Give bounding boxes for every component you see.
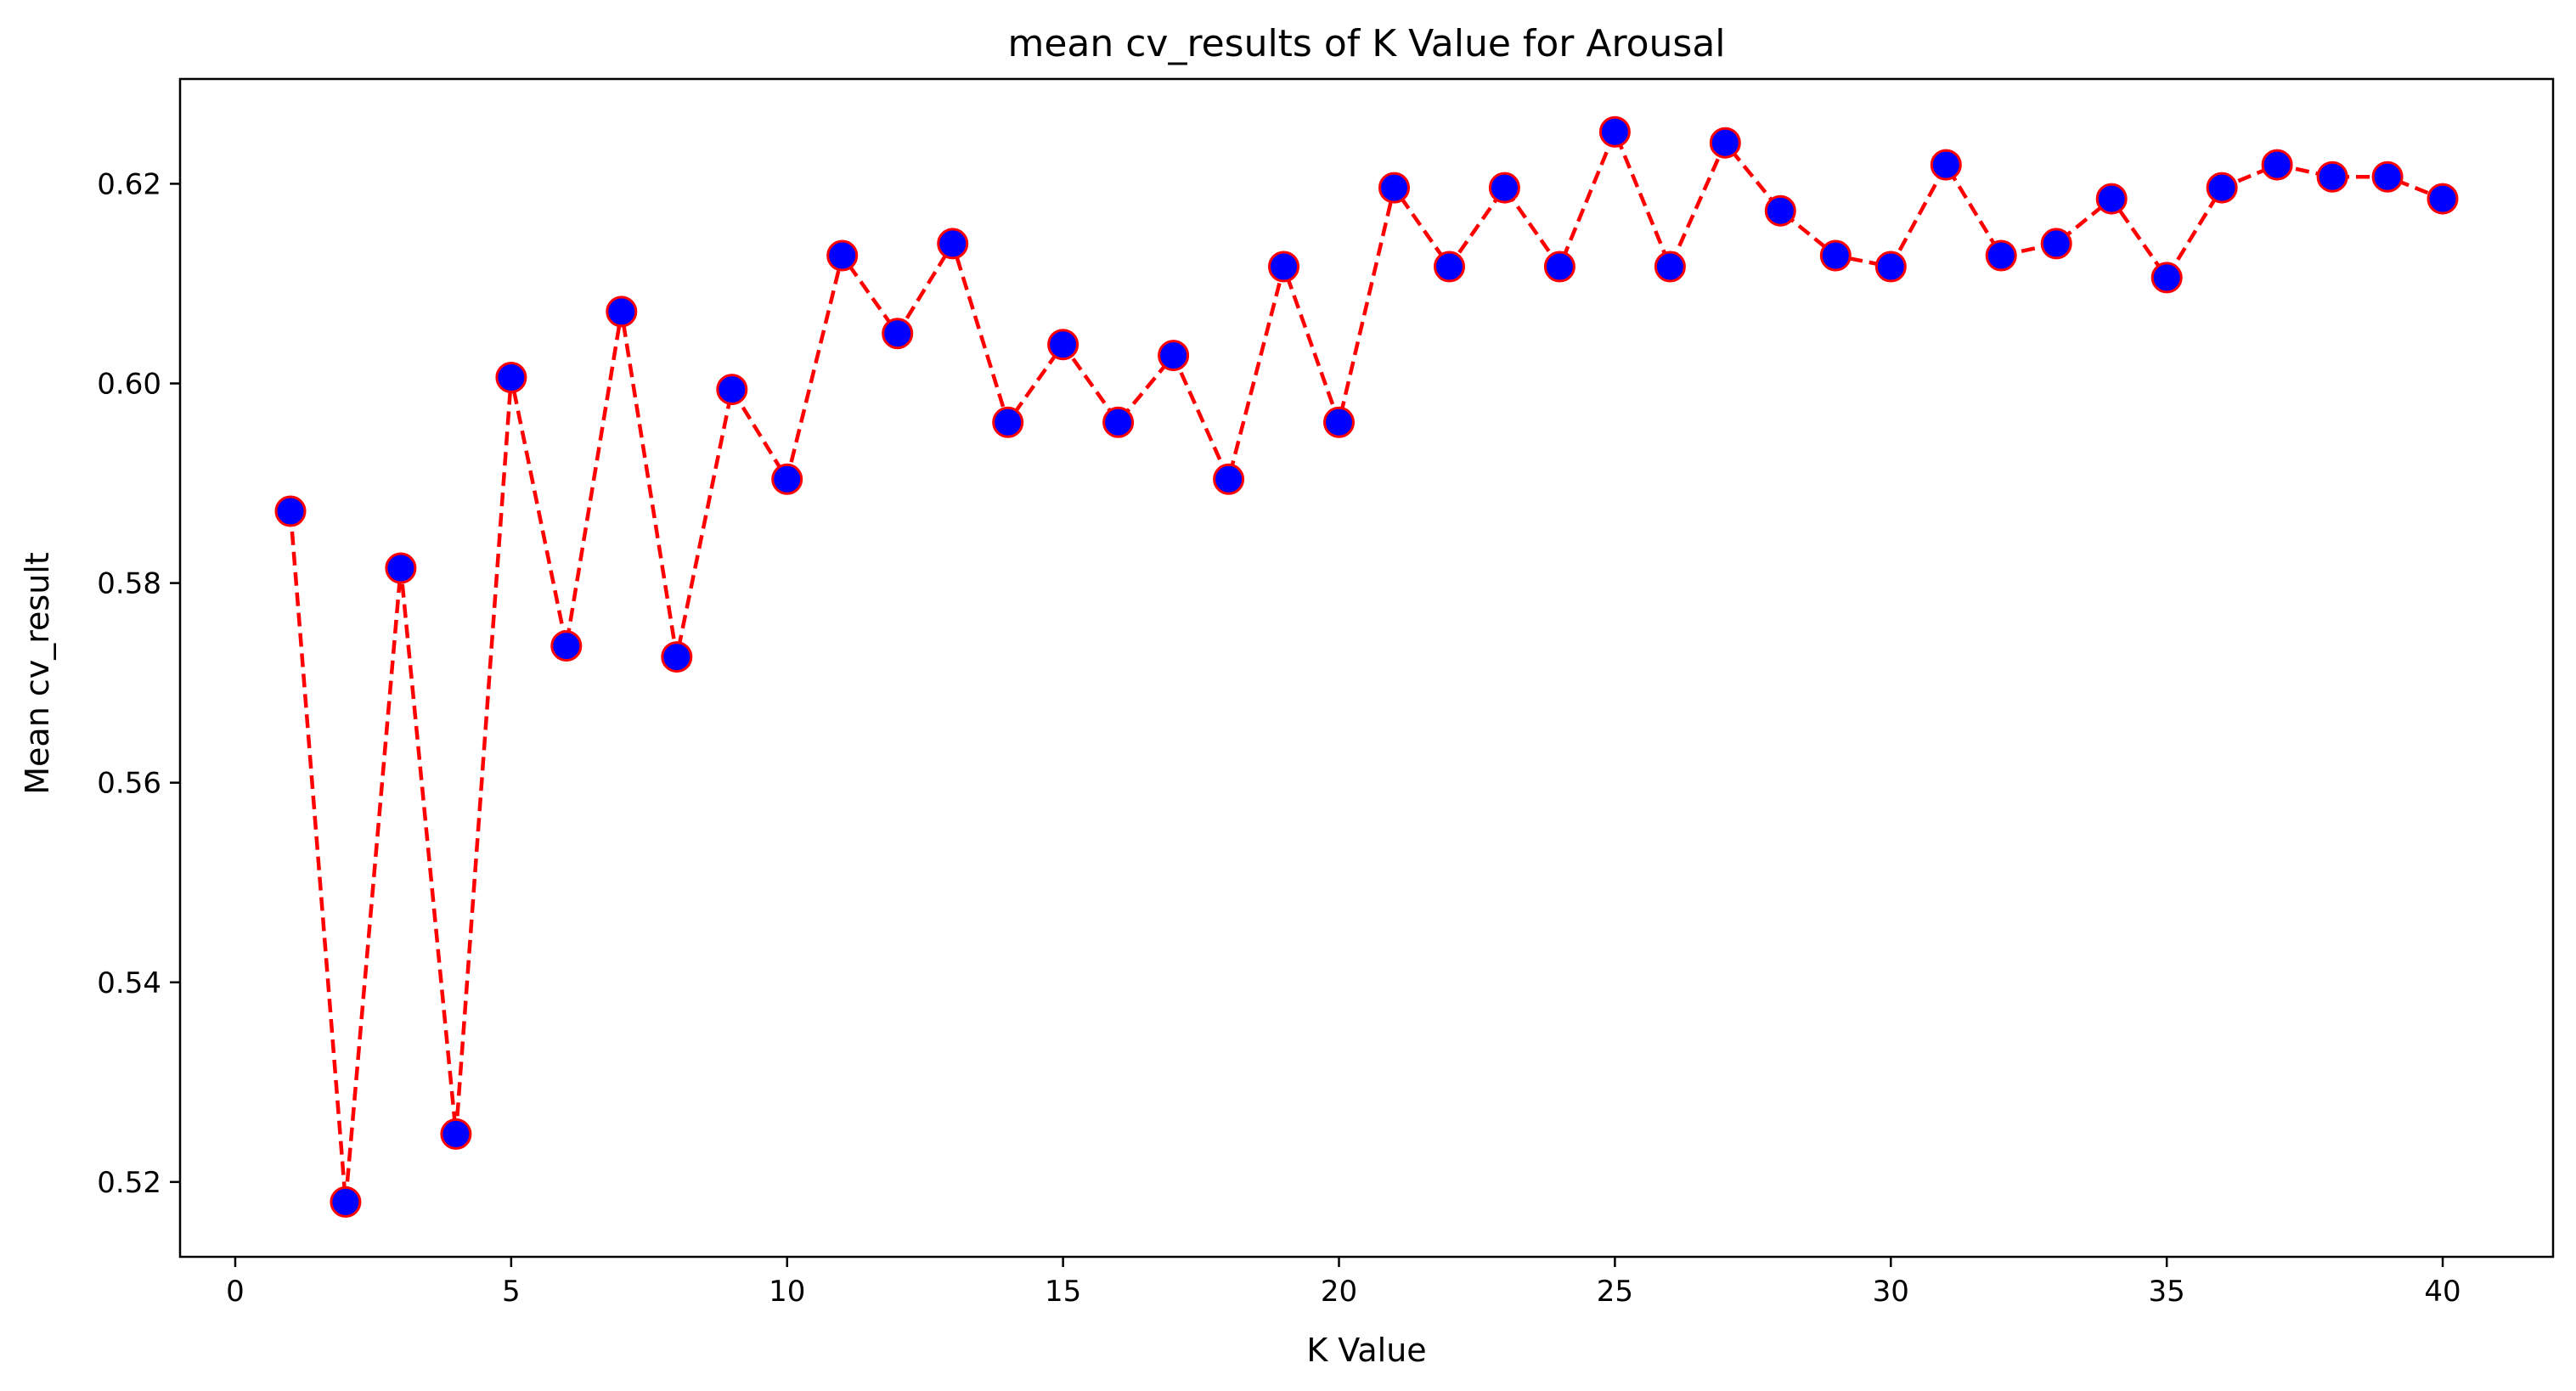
series-line-path bbox=[288, 127, 2444, 1202]
y-tick-label: 0.58 bbox=[97, 567, 161, 601]
data-point-k-40 bbox=[2427, 183, 2459, 215]
data-point-k-1 bbox=[274, 495, 307, 527]
y-axis-label: Mean cv_result bbox=[19, 552, 56, 795]
data-point-k-4 bbox=[440, 1118, 472, 1150]
data-point-k-36 bbox=[2206, 172, 2238, 204]
series-line bbox=[288, 127, 2444, 1202]
data-point-k-5 bbox=[495, 362, 527, 393]
data-point-k-21 bbox=[1378, 172, 1410, 204]
data-point-k-13 bbox=[937, 228, 969, 260]
x-tick-label: 35 bbox=[2149, 1275, 2185, 1309]
y-tick-label: 0.54 bbox=[97, 966, 161, 1000]
data-point-k-26 bbox=[1654, 251, 1686, 283]
x-tick-label: 15 bbox=[1045, 1275, 1081, 1309]
data-point-k-34 bbox=[2095, 183, 2128, 215]
data-point-k-2 bbox=[330, 1185, 362, 1218]
data-point-k-29 bbox=[1819, 239, 1852, 272]
y-tick-label: 0.62 bbox=[97, 167, 161, 201]
data-point-k-16 bbox=[1102, 406, 1135, 438]
y-tick-label: 0.56 bbox=[97, 767, 161, 801]
data-point-k-18 bbox=[1213, 463, 1245, 495]
data-point-k-32 bbox=[1985, 239, 2017, 272]
x-tick-label: 0 bbox=[226, 1275, 245, 1309]
y-tick-label: 0.60 bbox=[97, 368, 161, 402]
axis-ticks: 0 5 10 15 20 25 30 35 40 0.52 0.54 0.56 0.58 0.60 0.62 bbox=[97, 167, 2460, 1309]
data-point-k-38 bbox=[2316, 160, 2348, 193]
data-point-k-22 bbox=[1434, 251, 1465, 283]
x-tick-label: 10 bbox=[769, 1275, 805, 1309]
chart-title: mean cv_results of K Value for Arousal bbox=[1007, 22, 1725, 65]
data-point-k-10 bbox=[771, 463, 803, 495]
data-point-k-25 bbox=[1598, 115, 1631, 148]
data-point-k-7 bbox=[606, 296, 638, 328]
data-point-k-33 bbox=[2040, 228, 2072, 260]
x-tick-label: 30 bbox=[1873, 1275, 1909, 1309]
data-point-k-11 bbox=[826, 239, 859, 272]
data-point-k-23 bbox=[1488, 172, 1520, 204]
data-point-k-37 bbox=[2261, 149, 2293, 181]
x-axis-label: K Value bbox=[1306, 1332, 1426, 1369]
data-point-k-6 bbox=[550, 630, 583, 662]
data-point-k-39 bbox=[2371, 160, 2404, 193]
data-point-k-9 bbox=[716, 374, 748, 406]
x-tick-label: 5 bbox=[502, 1275, 521, 1309]
data-points bbox=[274, 115, 2459, 1218]
x-tick-label: 25 bbox=[1597, 1275, 1633, 1309]
data-point-k-35 bbox=[2150, 262, 2183, 294]
data-point-k-3 bbox=[385, 552, 417, 584]
data-point-k-15 bbox=[1047, 329, 1079, 361]
data-point-k-28 bbox=[1764, 194, 1796, 227]
data-point-k-19 bbox=[1268, 251, 1299, 283]
data-point-k-14 bbox=[992, 406, 1024, 438]
data-point-k-8 bbox=[661, 641, 693, 673]
data-point-k-20 bbox=[1323, 406, 1355, 438]
data-point-k-27 bbox=[1709, 127, 1741, 159]
x-tick-label: 40 bbox=[2424, 1275, 2460, 1309]
plot-frame bbox=[178, 77, 2555, 1259]
data-point-k-31 bbox=[1930, 149, 1962, 181]
data-point-k-17 bbox=[1158, 340, 1190, 372]
data-point-k-30 bbox=[1874, 251, 1907, 283]
data-point-k-12 bbox=[882, 318, 914, 350]
y-tick-label: 0.52 bbox=[97, 1166, 161, 1200]
x-tick-label: 20 bbox=[1321, 1275, 1357, 1309]
data-point-k-24 bbox=[1543, 251, 1575, 283]
